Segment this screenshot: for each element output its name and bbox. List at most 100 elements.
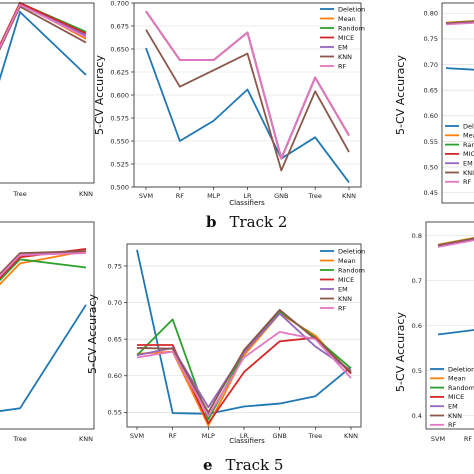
d-series-line-random bbox=[0, 258, 87, 282]
c-legend-label-em: EM bbox=[463, 160, 473, 168]
panel-b-caption: b Track 2 bbox=[206, 213, 287, 231]
d-series-line-deletion bbox=[0, 304, 87, 412]
c-ytick-label-0-55: 0.55 bbox=[424, 138, 438, 146]
b-legend-label-mean: Mean bbox=[338, 15, 356, 23]
b-legend-label-em: EM bbox=[338, 43, 348, 51]
b-xtick-label-rf: RF bbox=[176, 192, 185, 200]
b-xtick-label-tree: Tree bbox=[307, 192, 322, 200]
b-ytick-label-0-575: 0.575 bbox=[110, 114, 129, 122]
c-series-line-rf bbox=[445, 22, 474, 26]
panel-e-caption-letter: e bbox=[203, 456, 213, 474]
e-xtick-label-knn: KNN bbox=[344, 432, 358, 440]
e-ytick-label-0-55: 0.55 bbox=[108, 409, 122, 417]
a-series-line-deletion bbox=[0, 10, 87, 82]
f-legend-label-knn: KNN bbox=[448, 412, 462, 420]
panel-a-frame bbox=[0, 2, 95, 184]
b-legend-label-knn: KNN bbox=[338, 53, 352, 61]
e-series-line-rf bbox=[136, 330, 352, 417]
c-series-line-deletion bbox=[445, 67, 474, 71]
c-ytick-label-0-60: 0.60 bbox=[424, 112, 438, 120]
f-legend-label-mean: Mean bbox=[448, 375, 466, 383]
e-xtick-label-svm: SVM bbox=[130, 432, 144, 440]
c-legend-label-mice: MIC bbox=[463, 150, 474, 158]
b-ytick-label-0-675: 0.675 bbox=[110, 22, 129, 30]
f-legend-label-mice: MICE bbox=[448, 393, 464, 401]
f-xtick-label-svm: SVM bbox=[431, 435, 445, 443]
panel-b-caption-letter: b bbox=[206, 213, 217, 231]
c-ytick-label-0-80: 0.80 bbox=[424, 10, 438, 18]
e-xtick-label-tree: Tree bbox=[308, 432, 323, 440]
b-xtick-label-gnb: GNB bbox=[274, 192, 288, 200]
e-series-line-mice bbox=[137, 336, 352, 425]
b-ytick-label-0-550: 0.550 bbox=[110, 137, 129, 145]
e-legend-label-knn: KNN bbox=[338, 295, 352, 303]
f-legend-label-rf: RF bbox=[448, 421, 457, 429]
c-legend-label-random: Ran bbox=[463, 141, 474, 149]
b-ytick-label-0-700: 0.700 bbox=[110, 0, 129, 7]
panel-f-ylabel: 5-CV Accuracy bbox=[394, 312, 407, 392]
chart-panel-e: 5-CV Accuracy Classifiers 0.55 0.60 0.65 0.… bbox=[86, 243, 365, 474]
f-legend-label-deletion: Deletion bbox=[448, 365, 474, 373]
e-legend-label-random: Random bbox=[338, 266, 365, 274]
f-series-line-rf bbox=[437, 239, 474, 248]
panel-b-caption-text: Track 2 bbox=[230, 213, 288, 231]
f-series-line-deletion bbox=[437, 329, 474, 336]
c-legend-label-mean: Mea bbox=[463, 132, 474, 140]
panel-d-xtick-tree: Tree bbox=[12, 435, 27, 443]
b-legend-label-random: Random bbox=[338, 24, 365, 32]
e-legend-label-mice: MICE bbox=[338, 276, 354, 284]
d-series-line-rf bbox=[0, 252, 87, 278]
b-legend-label-deletion: Deletion bbox=[338, 5, 365, 13]
b-legend-label-rf: RF bbox=[338, 62, 347, 70]
e-legend-label-mean: Mean bbox=[338, 257, 356, 265]
b-xtick-label-lr: LR bbox=[243, 192, 252, 200]
c-ytick-label-0-50: 0.50 bbox=[424, 163, 438, 171]
e-series-line-mean bbox=[136, 312, 352, 427]
panel-d-xtick-knn: KNN bbox=[79, 435, 93, 443]
panel-e-ylabel: 5-CV Accuracy bbox=[86, 294, 99, 374]
panel-b-ylabel: 5-CV Accuracy bbox=[93, 55, 106, 135]
panel-e-caption: e Track 5 bbox=[203, 456, 283, 474]
e-ytick-label-0-60: 0.60 bbox=[108, 372, 122, 380]
panel-b-xlabel: Classifiers bbox=[229, 199, 265, 207]
d-series-line-em bbox=[0, 250, 87, 278]
e-ytick-label-0-70: 0.70 bbox=[108, 299, 122, 307]
f-xtick-label-rf: RF bbox=[464, 435, 473, 443]
panel-d-frame bbox=[0, 221, 95, 430]
e-xtick-label-gnb: GNB bbox=[272, 432, 286, 440]
e-ytick-label-0-65: 0.65 bbox=[108, 335, 122, 343]
panel-f-frame bbox=[425, 221, 474, 430]
f-ytick-label-0-7: 0.7 bbox=[412, 277, 422, 285]
b-ytick-label-0-625: 0.625 bbox=[110, 68, 129, 76]
e-legend-label-rf: RF bbox=[338, 304, 347, 312]
chart-panel-f-partial: 5-CV Accuracy 0.80.70.60.50.4 SVM RF Dele… bbox=[394, 221, 474, 443]
f-legend-label-random: Random bbox=[448, 384, 474, 392]
c-legend-label-rf: RF bbox=[463, 178, 472, 186]
e-series-line-deletion bbox=[136, 249, 352, 415]
c-ytick-label-0-70: 0.70 bbox=[424, 61, 438, 69]
e-xtick-label-rf: RF bbox=[169, 432, 178, 440]
c-legend-label-knn: KNI bbox=[463, 169, 474, 177]
c-ytick-label-0-45: 0.45 bbox=[424, 189, 438, 197]
panel-b-frame bbox=[133, 2, 362, 188]
panel-e-caption-text: Track 5 bbox=[226, 456, 284, 474]
b-legend-label-mice: MICE bbox=[338, 34, 354, 42]
c-ytick-label-0-65: 0.65 bbox=[424, 86, 438, 94]
b-xtick-label-knn: KNN bbox=[342, 192, 356, 200]
b-ytick-label-0-650: 0.650 bbox=[110, 45, 129, 53]
c-legend-label-deletion: Del bbox=[463, 122, 474, 130]
panel-e-xlabel: Classifiers bbox=[229, 437, 265, 445]
f-ytick-label-0-8: 0.8 bbox=[412, 232, 422, 240]
f-ytick-label-0-5: 0.5 bbox=[412, 367, 422, 375]
b-xtick-label-svm: SVM bbox=[139, 192, 153, 200]
chart-panel-a-partial: Tree KNN bbox=[0, 1, 95, 198]
a-series-line-rf bbox=[0, 3, 87, 49]
b-ytick-label-0-500: 0.500 bbox=[110, 183, 129, 191]
chart-panel-c-partial: 5-CV Accuracy 0.80 0.75 0.70 0.65 0.60 0.55 0.… bbox=[394, 2, 474, 204]
e-series-line-random bbox=[136, 310, 352, 421]
b-xtick-label-mlp: MLP bbox=[207, 192, 220, 200]
b-ytick-label-0-525: 0.525 bbox=[110, 160, 129, 168]
